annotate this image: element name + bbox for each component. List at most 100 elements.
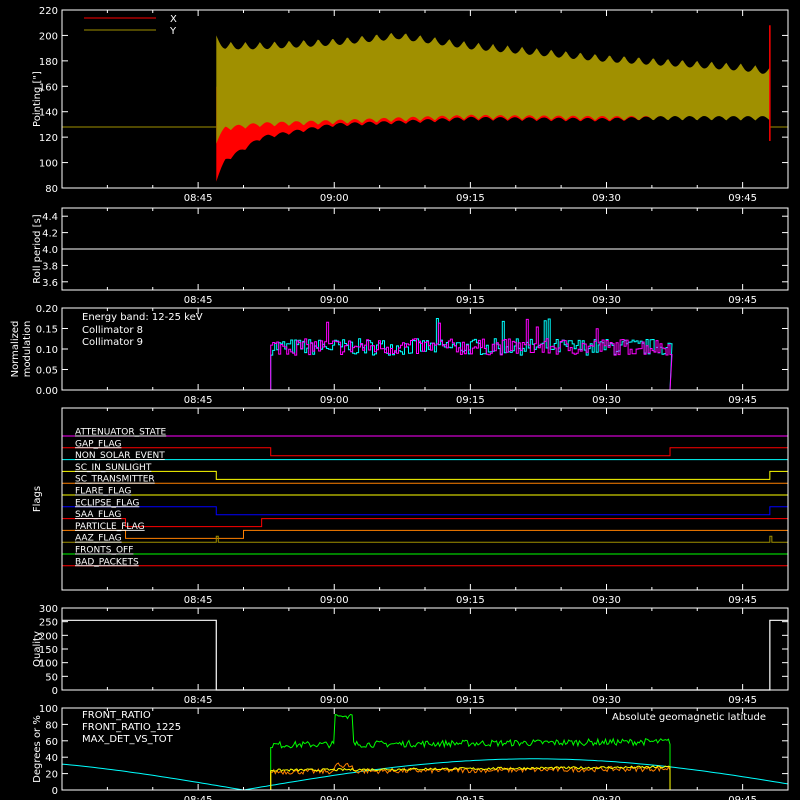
pointing-xtick-0: 08:45 [184, 193, 213, 204]
ratios-xtick-1: 09:00 [320, 795, 349, 800]
roll-ytick-4: 4.4 [42, 212, 58, 223]
roll-ytick-1: 3.8 [42, 261, 58, 272]
pointing-xtick-4: 09:45 [728, 193, 757, 204]
pointing-ytick-0: 80 [45, 184, 58, 195]
pointing-ylabel: Pointing ["] [32, 71, 43, 127]
ratios-xtick-4: 09:45 [728, 795, 757, 800]
pointing-xtick-3: 09:30 [592, 193, 621, 204]
pointing-ytick-7: 220 [39, 6, 58, 17]
flags-xtick-4: 09:45 [728, 595, 757, 606]
quality-series [62, 619, 788, 691]
modulation-energy-band: Energy band: 12-25 keV [82, 312, 203, 323]
quality-ytick-6: 300 [39, 604, 58, 615]
modulation-ylabel: Normalized [10, 321, 21, 378]
roll-ytick-3: 4.2 [42, 229, 58, 240]
flag-label-10: FRONTS_OFF [75, 546, 133, 556]
flag-line-8 [62, 529, 788, 539]
modulation-xtick-4: 09:45 [728, 395, 757, 406]
modulation-series-0 [62, 318, 788, 391]
flag-label-9: AAZ_FLAG [75, 534, 122, 544]
roll-xtick-2: 09:15 [456, 295, 485, 306]
ratios-ytick-0: 0 [52, 786, 58, 797]
modulation-legend-0: Collimator 8 [82, 325, 143, 336]
modulation-xtick-2: 09:15 [456, 395, 485, 406]
quality-ytick-4: 200 [39, 631, 58, 642]
ratios-geomagnetic-label: Absolute geomagnetic latitude [612, 712, 766, 723]
ratios-ylabel: Degrees or % [32, 715, 43, 783]
flag-label-11: BAD_PACKETS [75, 557, 139, 567]
flag-label-4: SC_TRANSMITTER [75, 475, 155, 485]
modulation-2-ylabel: modulation [22, 321, 33, 378]
geomagnetic-latitude-series [61, 758, 789, 791]
modulation-ytick-0: 0.00 [36, 386, 58, 397]
pointing-ytick-6: 200 [39, 31, 58, 42]
pointing-ytick-1: 100 [39, 159, 58, 170]
flags-frame [61, 407, 789, 591]
modulation-ytick-1: 0.05 [36, 366, 58, 377]
quality-ytick-3: 150 [39, 645, 58, 656]
roll-ylabel: Roll period [s] [32, 214, 43, 283]
ratios-ytick-4: 80 [45, 720, 58, 731]
flag-label-5: FLARE_FLAG [75, 487, 131, 497]
flag-line-7 [62, 518, 788, 528]
pointing-xtick-1: 09:00 [320, 193, 349, 204]
quality-xtick-4: 09:45 [728, 695, 757, 706]
roll-xtick-4: 09:45 [728, 295, 757, 306]
flag-line-1 [62, 447, 788, 457]
ratios-legend-0: FRONT_RATIO [82, 710, 151, 721]
ratios-legend-2: MAX_DET_VS_TOT [82, 734, 174, 745]
modulation-legend-1: Collimator 9 [82, 337, 143, 348]
ratios-xtick-0: 08:45 [184, 795, 213, 800]
flag-line-3 [62, 470, 788, 480]
quality-ytick-0: 0 [52, 686, 58, 697]
ratios-ytick-3: 60 [45, 737, 58, 748]
ratios-xtick-3: 09:30 [592, 795, 621, 800]
ratios-ytick-2: 40 [45, 753, 58, 764]
flags-ylabel: Flags [32, 486, 43, 512]
pointing-ytick-4: 160 [39, 82, 58, 93]
pointing-ytick-5: 180 [39, 57, 58, 68]
pointing-legend-0: X [170, 14, 177, 25]
quality-xtick-3: 09:30 [592, 695, 621, 706]
quality-xtick-2: 09:15 [456, 695, 485, 706]
roll-ytick-2: 4.0 [42, 245, 58, 256]
modulation-xtick-3: 09:30 [592, 395, 621, 406]
pointing-legend-1: Y [169, 26, 177, 37]
pointing-y-series [216, 33, 770, 144]
quality-xtick-0: 08:45 [184, 695, 213, 706]
flag-label-6: ECLIPSE_FLAG [75, 498, 139, 508]
ratios-legend-1: FRONT_RATIO_1225 [82, 722, 181, 733]
flags-xtick-1: 09:00 [320, 595, 349, 606]
flag-label-0: ATTENUATOR_STATE [75, 428, 167, 438]
quality-ylabel: Quality [32, 631, 43, 667]
ratios-ytick-1: 20 [45, 770, 58, 781]
flag-label-2: NON_SOLAR_EVENT [75, 451, 165, 461]
flag-line-9 [62, 535, 788, 543]
front-ratio-series [62, 765, 788, 791]
modulation-ytick-4: 0.20 [36, 304, 58, 315]
flags-xtick-2: 09:15 [456, 595, 485, 606]
flag-label-7: SAA_FLAG [75, 510, 121, 520]
roll-xtick-3: 09:30 [592, 295, 621, 306]
roll-xtick-1: 09:00 [320, 295, 349, 306]
pointing-xtick-2: 09:15 [456, 193, 485, 204]
flag-label-8: PARTICLE_FLAG [75, 522, 145, 532]
pointing-ytick-3: 140 [39, 108, 58, 119]
modulation-xtick-1: 09:00 [320, 395, 349, 406]
max-det-vs-tot-series [62, 762, 788, 791]
ratios-xtick-2: 09:15 [456, 795, 485, 800]
roll-ytick-0: 3.6 [42, 278, 58, 289]
quality-ytick-5: 250 [39, 618, 58, 629]
quality-ytick-1: 50 [45, 672, 58, 683]
flag-line-6 [62, 506, 788, 516]
quality-xtick-1: 09:00 [320, 695, 349, 706]
ratios-ytick-5: 100 [39, 704, 58, 715]
flag-label-3: SC_IN_SUNLIGHT [75, 463, 152, 473]
modulation-ytick-3: 0.15 [36, 325, 58, 336]
quality-ytick-2: 100 [39, 659, 58, 670]
modulation-series-1 [62, 318, 788, 391]
flag-label-1: GAP_FLAG [75, 439, 121, 449]
pointing-ytick-2: 120 [39, 133, 58, 144]
flags-xtick-0: 08:45 [184, 595, 213, 606]
